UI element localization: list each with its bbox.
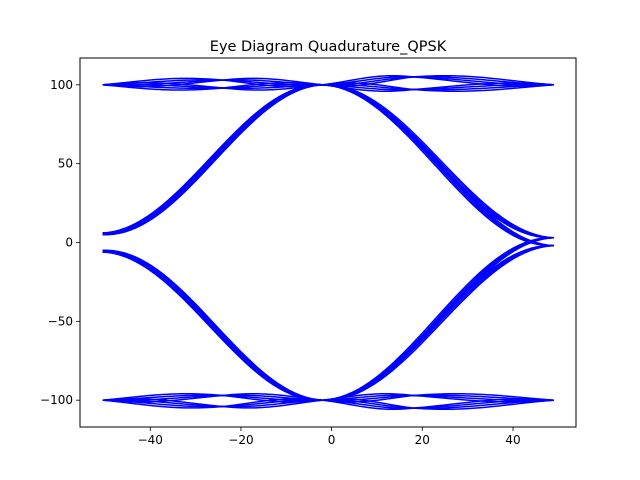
x-axis: −40 −20 0 20 40 [138,427,521,447]
x-tick-label: 40 [505,433,520,447]
plot-frame [79,57,577,428]
x-tick-label: 0 [328,433,336,447]
eye-trace-line [102,81,554,91]
x-tick-label: −20 [228,433,253,447]
y-axis: −100 −50 0 50 100 [40,78,80,407]
x-tick-label: 20 [415,433,430,447]
y-tick-label: 100 [50,78,73,92]
chart-title: Eye Diagram Quadurature_QPSK [210,39,447,55]
eye-trace-line [102,237,554,401]
y-tick-label: −50 [48,314,73,328]
eye-trace-line [102,84,554,247]
y-tick-label: 0 [65,236,73,250]
eye-trace-line [102,237,554,401]
eye-traces [102,74,554,411]
eye-trace-line [102,393,554,401]
eye-trace-line [102,84,554,247]
x-tick-label: −40 [138,433,163,447]
eye-trace-line [102,84,554,247]
eye-trace-line [102,237,554,401]
eye-trace-line [102,84,554,247]
y-tick-label: −100 [40,393,73,407]
y-tick-label: 50 [58,157,73,171]
eye-trace-line [102,237,554,401]
